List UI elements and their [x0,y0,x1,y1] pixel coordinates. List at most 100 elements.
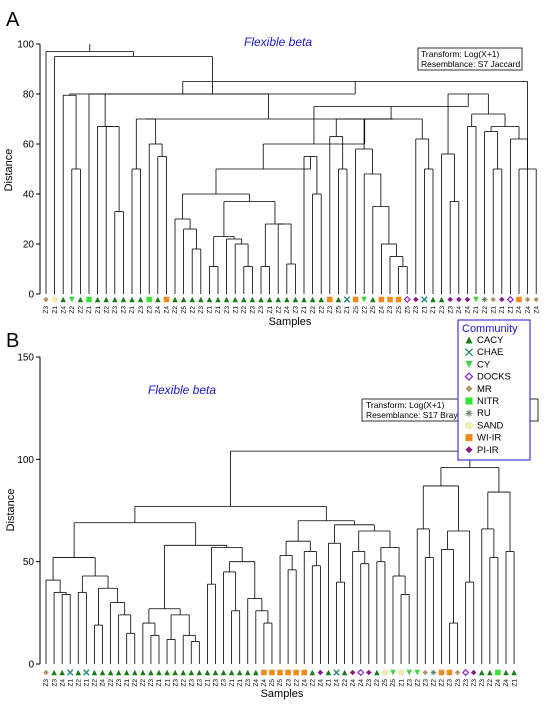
leaf-label: Z1 [129,306,136,314]
leaf-label: Z3 [327,306,334,314]
leaf-marker [198,296,204,303]
leaf-label: Z1 [124,679,131,687]
panel-b-leaf-markers [43,668,517,677]
leaf-marker [180,296,187,303]
leaf-label: Z2 [75,679,82,687]
leaf-marker [403,295,411,304]
leaf-label: Z1 [430,306,437,314]
leaf-marker [390,669,396,676]
leaf-label: Z1 [422,306,429,314]
legend-marker [464,372,474,381]
leaf-marker [215,296,221,303]
panel-a-letter: A [6,9,20,31]
legend-marker [465,348,473,357]
leaf-label: Z3 [43,679,50,687]
panel-a-dendrogram [45,44,537,294]
leaf-label: Z4 [155,306,162,314]
leaf-marker [284,296,290,303]
leaf-label: Z1 [490,306,497,314]
leaf-marker [99,669,106,676]
legend-marker [465,409,473,417]
leaf-marker [103,296,109,303]
leaf-label: Z4 [60,306,67,314]
leaf-marker [301,669,307,676]
leaf-marker [269,669,275,676]
leaf-marker [327,296,333,303]
leaf-marker [499,296,505,303]
leaf-marker [83,669,90,676]
leaf-marker [446,669,453,676]
leaf-label: Z1 [52,306,59,314]
leaf-label: Z5 [396,306,403,314]
leaf-marker [220,669,227,676]
panel-b-leaf-labels: Z3 Z3 Z4 Z1 Z2 Z1 Z2 Z4 Z2 Z3 Z1 Z2 Z2 Z3 Z1 Z1 Z3 Z2 Z3 Z3… [43,679,518,687]
leaf-label: Z1 [205,679,212,687]
leaf-marker [228,669,235,676]
leaf-label: Z5 [370,306,377,314]
leaf-marker [470,669,477,676]
leaf-marker [292,296,299,303]
leaf-marker [378,296,385,303]
leaf-marker [249,296,256,303]
leaf-label: Z5 [277,679,284,687]
leaf-marker [481,296,488,303]
leaf-label: Z4 [503,679,510,687]
leaf-marker [318,296,324,303]
leaf-marker [112,296,118,303]
leaf-marker [180,669,186,676]
legend-item-label: DOCKS [477,372,511,383]
leaf-label: Z4 [59,679,66,687]
leaf-label: Z3 [439,306,446,314]
leaf-label: Z2 [103,306,110,314]
y-tick-label: 80 [23,90,35,101]
leaf-label: Z4 [334,679,341,687]
leaf-marker [266,296,273,303]
leaf-label: Z3 [116,679,123,687]
leaf-label: Z5 [390,679,397,687]
legend-item-label: CY [477,359,491,370]
leaf-marker [94,296,101,303]
leaf-label: Z4 [284,306,291,314]
leaf-marker [447,296,453,303]
leaf-label: Z1 [344,306,351,314]
leaf-marker [123,669,130,676]
leaf-marker [479,669,485,676]
leaf-label: Z1 [95,306,102,314]
leaf-label: Z2 [132,679,139,687]
leaf-label: Z3 [51,679,58,687]
leaf-marker [341,669,348,676]
leaf-label: Z4 [525,306,532,314]
leaf-marker [454,669,461,676]
legend-item-label: NITR [477,396,499,407]
leaf-marker [421,296,428,303]
panel-a-y-axis: 0 20 40 60 80 100 [17,40,41,301]
leaf-marker [438,296,445,303]
leaf-marker [164,669,170,676]
y-tick-label: 0 [28,290,34,301]
leaf-marker [366,669,372,676]
leaf-label: Z5 [353,306,360,314]
leaf-label: Z2 [92,679,99,687]
leaf-marker [51,296,58,303]
leaf-marker [317,669,324,676]
legend-item-label: WI-IR [477,433,501,444]
leaf-marker [146,296,152,303]
leaf-label: Z3 [172,679,179,687]
leaf-label: Z3 [387,306,394,314]
leaf-marker [473,296,479,303]
leaf-marker [212,669,219,676]
y-tick-label: 50 [23,557,35,568]
legend-title: Community [462,323,518,335]
leaf-marker [59,669,65,676]
leaf-label: Z2 [78,306,85,314]
leaf-marker [343,296,351,303]
legend-item-label: RU [477,408,491,419]
panel-b-y-axis: 0 50 100 150 [17,353,41,671]
leaf-label: Z3 [213,679,220,687]
leaf-label: Z3 [455,679,462,687]
leaf-label: Z2 [172,306,179,314]
leaf-label: Z2 [310,306,317,314]
y-tick-label: 0 [28,660,34,671]
